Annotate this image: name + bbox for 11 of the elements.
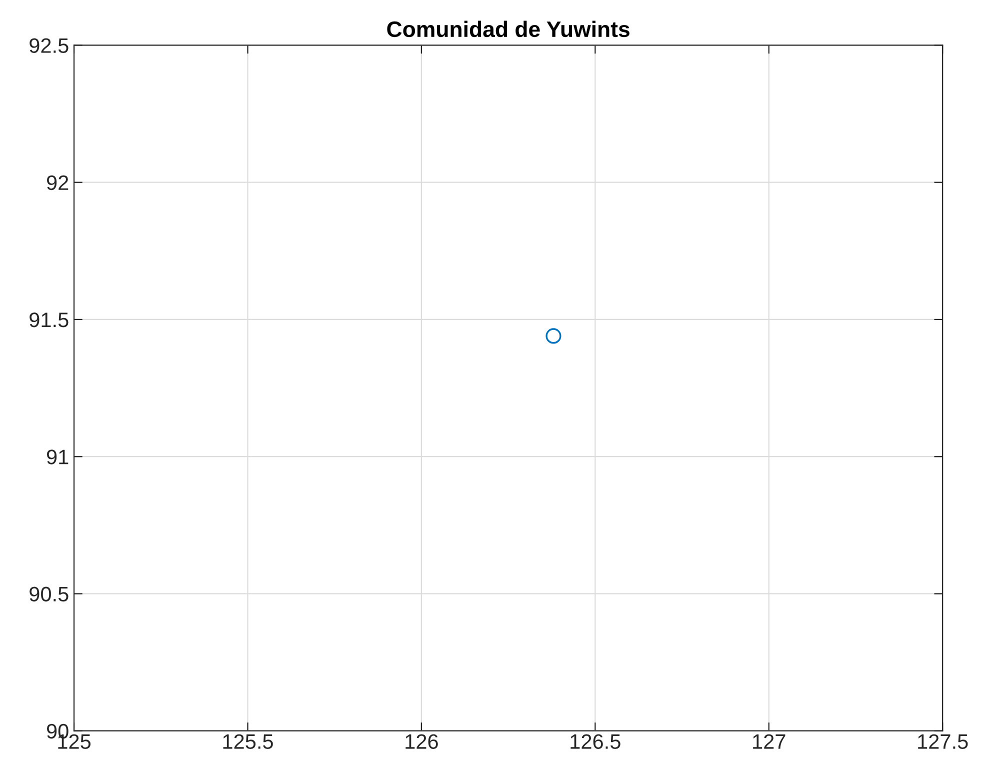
y-tick-label: 90.5 xyxy=(30,586,68,602)
y-tick-label: 91.5 xyxy=(30,312,68,328)
x-tick-label: 127 xyxy=(753,734,786,749)
chart-title: Comunidad de Yuwints xyxy=(387,20,630,38)
x-tick-label: 127.5 xyxy=(918,734,968,749)
x-tick-label: 126 xyxy=(406,734,438,749)
y-tick-label: 92.5 xyxy=(30,38,68,53)
x-tick-label: 125.5 xyxy=(223,734,273,749)
y-tick-label: 91 xyxy=(46,450,68,464)
y-tick-label: 92 xyxy=(46,175,68,190)
x-tick-label: 126.5 xyxy=(570,734,620,749)
